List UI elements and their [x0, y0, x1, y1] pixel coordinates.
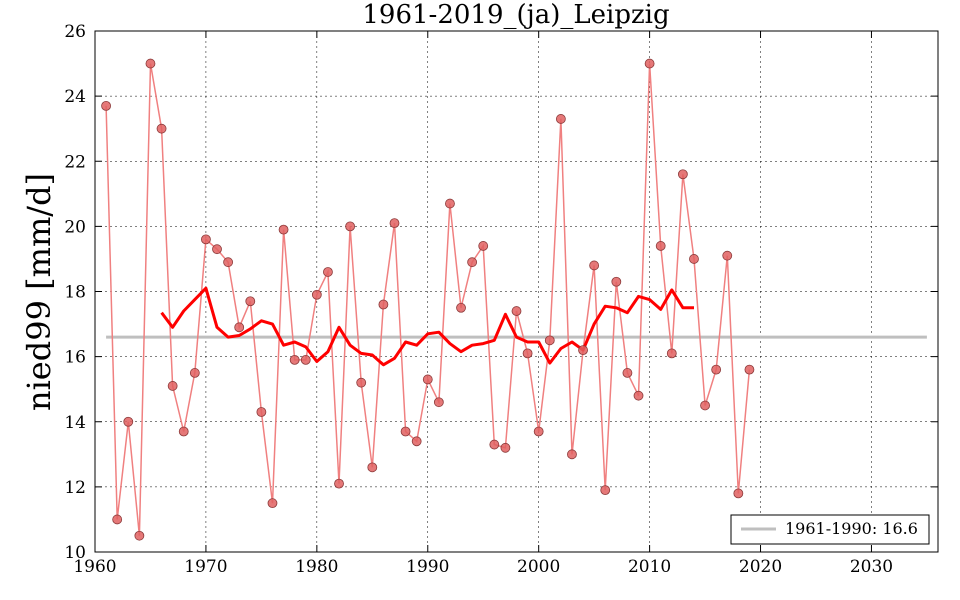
annual-point [212, 244, 222, 255]
legend: 1961-1990: 16.6 [730, 514, 930, 545]
annual-point [567, 449, 577, 460]
axes: 1960 1970 1980 1990 2000 2010 2020 2030 10 12 14 16… [64, 22, 939, 577]
annual-point [578, 345, 588, 356]
x-tick-label: 1990 [406, 557, 449, 577]
moving-average-line [160, 286, 694, 367]
annual-point [278, 224, 289, 235]
y-tick-label: 26 [64, 22, 86, 42]
annual-point [145, 58, 156, 69]
annual-point [456, 302, 466, 313]
annual-point [644, 58, 655, 69]
annual-point [622, 368, 633, 378]
annual-point [123, 416, 134, 427]
annual-point [689, 254, 699, 264]
annual-point [522, 348, 533, 359]
annual-point [478, 241, 489, 251]
annual-point [311, 289, 322, 300]
x-tick-label: 1970 [184, 557, 227, 577]
annual-point [677, 169, 688, 180]
annual-point [655, 241, 666, 251]
x-tick-label: 1960 [73, 557, 116, 577]
annual-point [445, 198, 455, 209]
annual-point [744, 364, 755, 375]
annual-point [700, 400, 710, 411]
x-tick-label: 1980 [295, 557, 338, 577]
series-layer [101, 58, 755, 541]
y-tick-label: 24 [64, 87, 86, 107]
annual-point [267, 498, 278, 509]
annual-point [544, 335, 555, 346]
y-tick-label: 10 [64, 543, 86, 563]
annual-point [711, 364, 722, 375]
legend-baseline-label: 1961-1990: 16.6 [785, 519, 918, 538]
annual-point [422, 374, 433, 385]
annual-point [367, 462, 378, 473]
annual-point [555, 114, 566, 124]
annual-point [411, 436, 422, 447]
annual-point [356, 377, 367, 388]
annual-point [300, 354, 311, 365]
annual-point [101, 100, 111, 111]
annual-point [533, 426, 544, 437]
annual-point [345, 221, 356, 232]
y-tick-label: 14 [64, 413, 86, 433]
y-tick-label: 18 [64, 283, 86, 303]
annual-point [633, 390, 644, 401]
x-tick-label: 2010 [628, 557, 671, 577]
y-tick-label: 16 [64, 348, 86, 368]
annual-point [500, 442, 511, 453]
annual-point [223, 257, 234, 268]
annual-point [467, 257, 478, 268]
annual-point [433, 397, 444, 408]
annual-point [511, 306, 522, 316]
annual-point [722, 250, 733, 261]
annual-point [289, 354, 300, 365]
chart-title: 1961-2019_(ja)_Leipzig [362, 0, 669, 30]
annual-point [134, 530, 145, 541]
annual-point [589, 260, 600, 271]
annual-point [733, 488, 744, 499]
annual-point [112, 514, 123, 525]
annual-point [245, 296, 256, 307]
annual-point [400, 426, 411, 437]
x-tick-label: 2020 [739, 557, 782, 577]
annual-point [323, 267, 333, 277]
annual-point [666, 348, 677, 359]
annual-point [189, 368, 200, 378]
annual-point [611, 276, 622, 287]
annual-point [167, 381, 178, 391]
x-tick-label: 2000 [517, 557, 560, 577]
annual-point [489, 439, 500, 450]
y-tick-label: 22 [64, 152, 86, 172]
annual-point [156, 123, 167, 134]
x-tick-label: 2030 [850, 557, 893, 577]
annual-point [201, 234, 211, 245]
annual-point [256, 407, 267, 417]
y-axis-label: nied99 [mm/d] [20, 173, 58, 411]
annual-point [600, 485, 611, 496]
annual-point [378, 299, 389, 310]
annual-point [334, 478, 344, 489]
annual-point [178, 426, 189, 437]
annual-point [234, 322, 245, 333]
y-tick-label: 20 [64, 217, 86, 237]
annual-point [389, 218, 400, 229]
y-tick-label: 12 [64, 478, 86, 498]
